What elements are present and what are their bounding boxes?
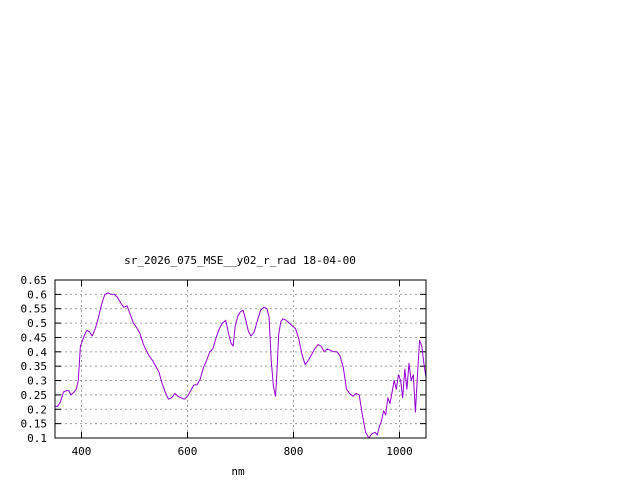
x-tick-label: 400: [72, 445, 92, 458]
y-tick-label: 0.5: [27, 317, 47, 330]
y-tick-label: 0.35: [21, 360, 48, 373]
x-axis-ticks: 400 600 800 1000: [72, 280, 413, 458]
y-tick-label: 0.55: [21, 303, 48, 316]
series-group: [55, 292, 427, 439]
x-tick-label: 800: [284, 445, 304, 458]
x-axis-label: nm: [231, 465, 245, 478]
y-tick-label: 0.6: [27, 288, 47, 301]
y-tick-label: 0.15: [21, 418, 48, 431]
y-axis-ticks: 0.10.15 0.20.250.3 0.350.4 0.450.50.55 0.60.…: [21, 274, 426, 445]
y-tick-label: 0.3: [27, 375, 47, 388]
y-tick-label: 0.2: [27, 403, 47, 416]
plot-frame: [54, 279, 427, 439]
grid-lines: [55, 280, 426, 438]
x-tick-label: 1000: [386, 445, 413, 458]
x-tick-label: 600: [178, 445, 198, 458]
y-tick-label: 0.45: [21, 331, 48, 344]
y-tick-label: 0.65: [21, 274, 48, 287]
series-line: [55, 292, 427, 439]
y-tick-label: 0.25: [21, 389, 48, 402]
chart-title: sr_2026_075_MSE__y02_r_rad 18-04-00: [124, 254, 356, 267]
y-tick-label: 0.4: [27, 346, 47, 359]
y-tick-label: 0.1: [27, 432, 47, 445]
